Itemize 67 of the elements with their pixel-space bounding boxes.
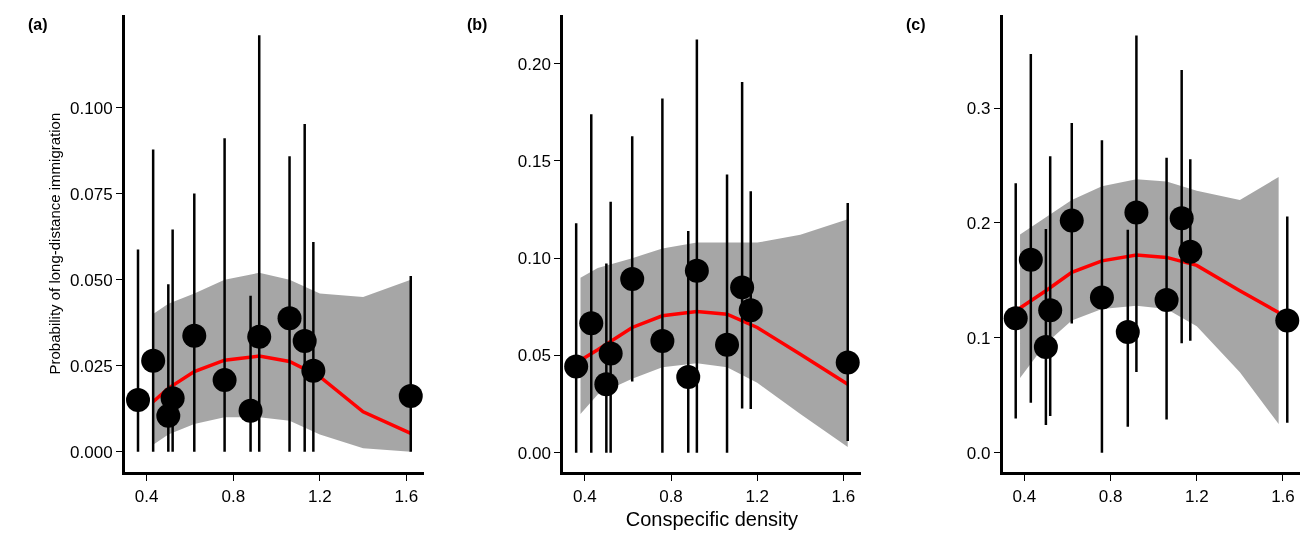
y-tick-label: 0.2 (966, 213, 991, 233)
point (1033, 335, 1058, 359)
point (1124, 200, 1149, 225)
point (238, 398, 263, 423)
y-axis-title: Probability of long-distance immigration (46, 112, 64, 375)
x-tick-label: 0.8 (221, 486, 246, 506)
point (579, 311, 604, 336)
y-tick-label: 0.1 (966, 328, 991, 348)
y-tick-label: 0.000 (70, 442, 113, 462)
point (301, 358, 326, 383)
y-tick-label: 0.15 (517, 151, 551, 171)
point (1003, 306, 1028, 331)
point (141, 348, 166, 373)
x-tick-label: 0.4 (1012, 486, 1037, 506)
point (564, 354, 589, 379)
y-tick-label: 0.05 (517, 346, 551, 366)
point (277, 306, 302, 331)
x-axis-title: Conspecific density (625, 508, 799, 531)
point (1154, 287, 1179, 312)
point (1115, 320, 1140, 345)
y-tick-label: 0.025 (70, 356, 113, 376)
point (212, 368, 237, 393)
point (730, 275, 755, 300)
x-tick-label: 1.6 (1271, 486, 1295, 506)
point (1038, 298, 1063, 323)
chart-title: (b) (467, 16, 488, 33)
x-tick-label: 0.4 (572, 486, 597, 506)
point (676, 364, 701, 389)
point (247, 324, 272, 349)
point (650, 328, 675, 353)
x-tick-label: 0.4 (134, 486, 159, 506)
y-tick-label: 0.075 (70, 184, 113, 204)
point (1178, 239, 1203, 264)
point (1169, 206, 1194, 231)
point (835, 350, 860, 375)
line-series (151, 354, 413, 436)
chart-title: (a) (28, 16, 48, 33)
point (715, 332, 740, 357)
point (1059, 208, 1084, 233)
y-tick-label: 0.00 (517, 443, 551, 463)
point (594, 372, 619, 397)
point (160, 386, 185, 411)
point (292, 328, 317, 353)
x-tick-label: 1.2 (1184, 486, 1209, 506)
point (620, 267, 645, 291)
y-tick-label: 0.0 (966, 443, 991, 463)
x-tick-label: 0.8 (1098, 486, 1123, 506)
y-tick-label: 0.20 (517, 54, 551, 74)
y-tick-label: 0.3 (966, 98, 991, 118)
chart-title: (c) (906, 16, 926, 33)
y-tick-label: 0.100 (70, 98, 113, 118)
point (598, 341, 623, 366)
x-tick-label: 1.2 (745, 486, 770, 506)
x-tick-label: 1.2 (308, 486, 332, 506)
point (126, 388, 151, 413)
point (1275, 308, 1300, 333)
point (182, 323, 207, 348)
point (1018, 247, 1043, 272)
point (398, 383, 423, 408)
point (1089, 285, 1114, 310)
point (738, 298, 763, 323)
x-tick-label: 1.6 (831, 486, 856, 506)
x-tick-label: 1.6 (394, 486, 419, 506)
point (684, 258, 709, 283)
x-tick-label: 0.8 (659, 486, 683, 506)
y-tick-label: 0.050 (70, 270, 113, 290)
y-tick-label: 0.10 (517, 249, 551, 269)
